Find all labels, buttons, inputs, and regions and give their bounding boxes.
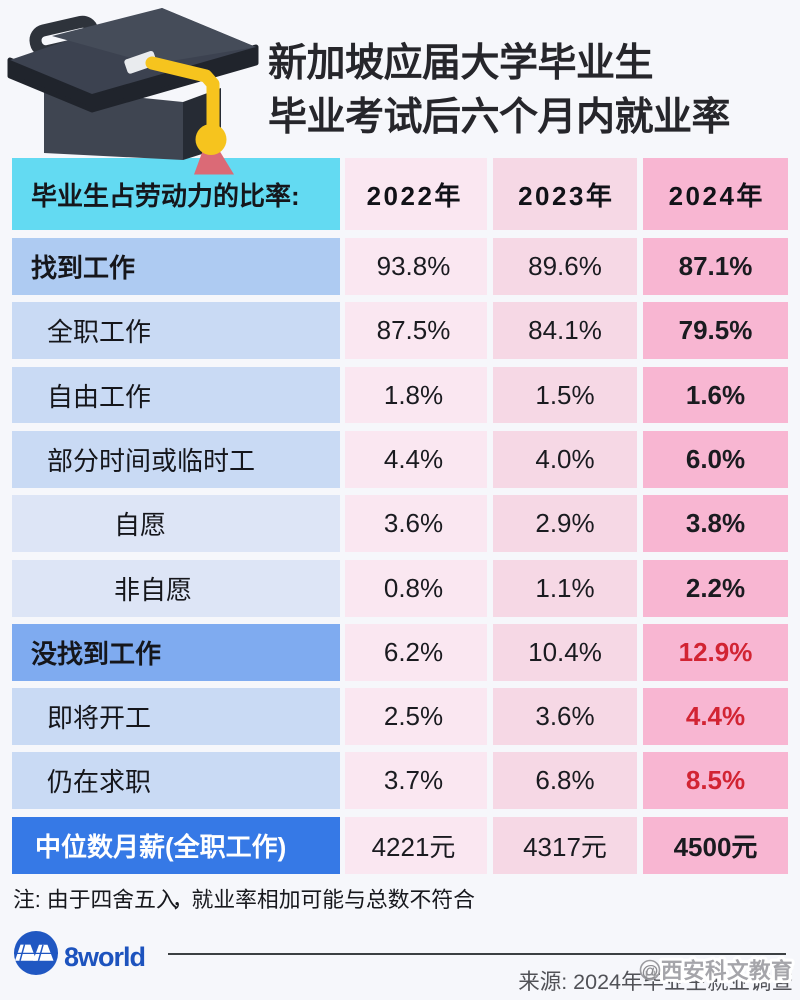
svg-text:西安科文教育: 西安科文教育 xyxy=(661,958,793,983)
svg-text:@: @ xyxy=(642,962,659,981)
svg-text:西安科文教育: 西安科文教育 xyxy=(661,958,793,983)
